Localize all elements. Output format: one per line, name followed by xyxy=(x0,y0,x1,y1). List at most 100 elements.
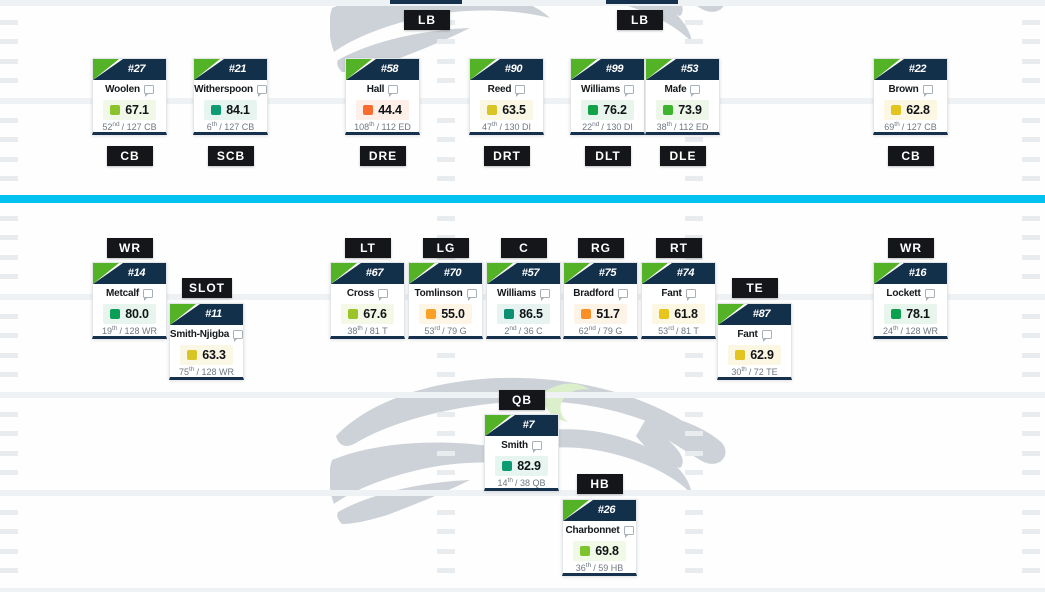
player-name-row[interactable]: Charbonnet xyxy=(563,521,636,539)
rank-text: 24th/ 128 WR xyxy=(874,325,947,338)
grade-value: 62.9 xyxy=(750,347,774,362)
player-name-row[interactable]: Metcalf xyxy=(93,284,166,302)
grade-row: 44.4 xyxy=(346,98,419,121)
player-card[interactable]: #7 Smith 82.9 14th/ 38 QB xyxy=(484,414,559,491)
player-name[interactable]: Charbonnet xyxy=(565,524,620,536)
hash-mark xyxy=(437,157,455,162)
player-name-row[interactable]: Williams xyxy=(571,80,644,98)
hash-mark xyxy=(1022,118,1040,123)
jersey-number: #57 xyxy=(521,267,540,279)
rank-place: 53 xyxy=(658,326,669,336)
player-card[interactable]: #87 Fant 62.9 30th/ 72 TE xyxy=(717,303,792,380)
comment-icon[interactable] xyxy=(233,329,244,342)
comment-icon[interactable] xyxy=(685,288,696,301)
comment-icon[interactable] xyxy=(388,84,399,97)
comment-icon[interactable] xyxy=(617,288,628,301)
rank-ordinal: rd xyxy=(434,325,441,332)
yard-line xyxy=(0,0,1045,6)
comment-icon[interactable] xyxy=(623,525,634,538)
player-name[interactable]: Mafe xyxy=(664,83,687,95)
hash-mark xyxy=(685,372,703,377)
player-name-row[interactable]: Cross xyxy=(331,284,404,302)
comment-icon[interactable] xyxy=(539,288,550,301)
player-card[interactable]: #70 Tomlinson 55.0 53rd/ 79 G xyxy=(408,262,483,339)
player-name[interactable]: Witherspoon xyxy=(194,83,253,95)
player-name-row[interactable]: Witherspoon xyxy=(194,80,267,98)
player-name[interactable]: Brown xyxy=(888,83,919,95)
player-card[interactable]: #57 Williams 86.5 2nd/ 36 C xyxy=(486,262,561,339)
player-name[interactable]: Cross xyxy=(346,287,375,299)
jersey-number: #16 xyxy=(908,267,927,279)
player-card[interactable]: #53 Mafe 73.9 38th/ 112 ED xyxy=(645,58,720,135)
player-name-row[interactable]: Tomlinson xyxy=(409,284,482,302)
player-card[interactable]: #99 Williams 76.2 22nd/ 130 DI xyxy=(570,58,645,135)
rank-denominator: / 112 ED xyxy=(674,122,709,132)
rank-ordinal: nd xyxy=(509,325,517,332)
player-name-row[interactable]: Woolen xyxy=(93,80,166,98)
player-name[interactable]: Hall xyxy=(366,83,385,95)
grade-color-square xyxy=(580,545,591,556)
player-card[interactable]: #74 Fant 61.8 53rd/ 81 T xyxy=(641,262,716,339)
comment-icon[interactable] xyxy=(531,440,542,453)
rank-text: 75th/ 128 WR xyxy=(170,366,243,379)
hash-mark xyxy=(685,39,703,44)
hash-mark xyxy=(0,255,18,260)
hash-mark xyxy=(437,216,455,221)
rank-text: 62nd/ 79 G xyxy=(564,325,637,338)
grade-badge: 61.8 xyxy=(652,303,705,324)
player-card[interactable]: #67 Cross 67.6 38th/ 81 T xyxy=(330,262,405,339)
player-name[interactable]: Fant xyxy=(737,328,758,340)
player-card[interactable]: #21 Witherspoon 84.1 6th/ 127 CB xyxy=(193,58,268,135)
comment-icon[interactable] xyxy=(378,288,389,301)
comment-icon[interactable] xyxy=(143,84,154,97)
player-name[interactable]: Woolen xyxy=(105,83,140,95)
player-name-row[interactable]: Fant xyxy=(718,325,791,343)
comment-icon[interactable] xyxy=(922,84,933,97)
comment-icon[interactable] xyxy=(924,288,935,301)
player-card[interactable]: #75 Bradford 51.7 62nd/ 79 G xyxy=(563,262,638,339)
player-name-row[interactable]: Bradford xyxy=(564,284,637,302)
comment-icon[interactable] xyxy=(690,84,701,97)
player-name-row[interactable]: Lockett xyxy=(874,284,947,302)
grade-value: 51.7 xyxy=(596,306,620,321)
player-name-row[interactable]: Hall xyxy=(346,80,419,98)
player-name-row[interactable]: Reed xyxy=(470,80,543,98)
player-card[interactable]: #16 Lockett 78.1 24th/ 128 WR xyxy=(873,262,948,339)
player-card[interactable]: #90 Reed 63.5 47th/ 130 DI xyxy=(469,58,544,135)
player-name[interactable]: Tomlinson xyxy=(414,287,463,299)
player-name[interactable]: Lockett xyxy=(886,287,921,299)
rank-denominator: / 72 TE xyxy=(748,367,778,377)
rank-denominator: / 130 DI xyxy=(499,122,531,132)
player-name[interactable]: Williams xyxy=(497,287,536,299)
player-name[interactable]: Williams xyxy=(581,83,620,95)
player-card[interactable]: #27 Woolen 67.1 52nd/ 127 CB xyxy=(92,58,167,135)
player-name-row[interactable]: Williams xyxy=(487,284,560,302)
comment-icon[interactable] xyxy=(623,84,634,97)
player-name[interactable]: Smith-Njigba xyxy=(169,328,230,340)
player-card[interactable]: #58 Hall 44.4 108th/ 112 ED xyxy=(345,58,420,135)
player-name[interactable]: Reed xyxy=(487,83,512,95)
player-name-row[interactable]: Smith-Njigba xyxy=(169,325,244,343)
player-name[interactable]: Smith xyxy=(501,439,528,451)
player-name[interactable]: Fant xyxy=(661,287,682,299)
comment-icon[interactable] xyxy=(466,288,477,301)
comment-icon[interactable] xyxy=(515,84,526,97)
player-card[interactable]: #22 Brown 62.8 69th/ 127 CB xyxy=(873,58,948,135)
player-name-row[interactable]: Smith xyxy=(485,436,558,454)
player-card[interactable]: #26 Charbonnet 69.8 36th/ 59 HB xyxy=(562,499,637,576)
position-label-lt: LT xyxy=(345,238,391,258)
player-card[interactable]: #14 Metcalf 80.0 19th/ 128 WR xyxy=(92,262,167,339)
comment-icon[interactable] xyxy=(761,329,772,342)
player-name-row[interactable]: Brown xyxy=(874,80,947,98)
player-card[interactable]: #11 Smith-Njigba 63.3 75th/ 128 WR xyxy=(169,303,244,380)
comment-icon[interactable] xyxy=(143,288,154,301)
rank-text: 53rd/ 81 T xyxy=(642,325,715,338)
hash-mark xyxy=(1022,549,1040,554)
grade-color-square xyxy=(348,308,359,319)
player-name[interactable]: Metcalf xyxy=(105,287,140,299)
player-name[interactable]: Bradford xyxy=(573,287,614,299)
comment-icon[interactable] xyxy=(256,84,267,97)
player-name-row[interactable]: Mafe xyxy=(646,80,719,98)
player-name-row[interactable]: Fant xyxy=(642,284,715,302)
